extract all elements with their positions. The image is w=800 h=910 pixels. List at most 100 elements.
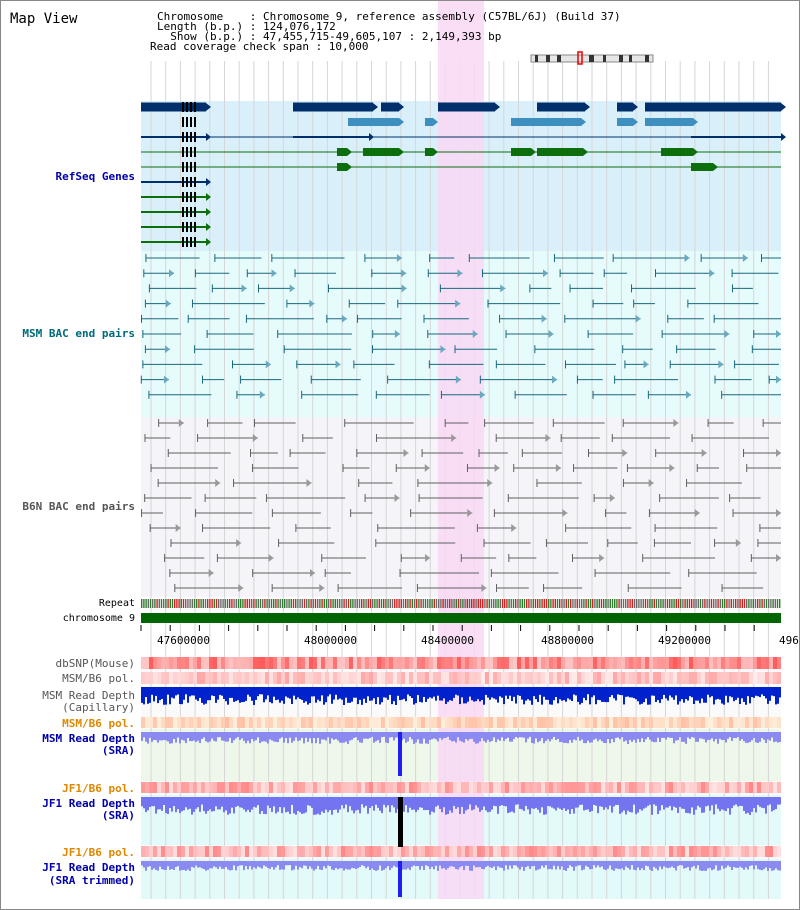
depth-bar [555, 797, 557, 811]
heat-cell [593, 717, 597, 728]
bac-end-marker [511, 524, 517, 532]
msm-b6-pol-sra-label[interactable]: MSM/B6 pol. [62, 717, 135, 730]
depth-bar [223, 861, 225, 869]
depth-bar [453, 861, 455, 867]
exon-tick [194, 237, 196, 247]
depth-bar [447, 732, 449, 737]
depth-bar [387, 687, 389, 700]
exon-tick [194, 102, 196, 112]
heat-cell [413, 782, 417, 793]
heat-cell [297, 657, 301, 669]
jf1-b6-pol-trimmed-label[interactable]: JF1/B6 pol. [62, 846, 135, 859]
depth-bar [301, 687, 303, 700]
jf1-depth-sra-label[interactable]: JF1 Read Depth [42, 797, 135, 810]
heat-cell [557, 657, 561, 669]
depth-bar [531, 861, 533, 867]
heat-cell [709, 782, 713, 793]
depth-bar [449, 732, 451, 740]
repeat-mark [570, 599, 572, 608]
heat-cell [641, 782, 645, 793]
depth-bar [617, 797, 619, 805]
heat-cell [273, 657, 277, 669]
repeat-mark [363, 599, 365, 608]
msm-depth-sra-label[interactable]: MSM Read Depth [42, 732, 135, 745]
heat-cell [757, 657, 761, 669]
depth-bar [479, 687, 481, 702]
jf1-depth-trimmed-label[interactable]: JF1 Read Depth [42, 861, 135, 874]
depth-bar [333, 797, 335, 810]
heat-cell [493, 846, 497, 857]
heat-cell [581, 657, 585, 669]
b6n-bac-label[interactable]: B6N BAC end pairs [22, 500, 135, 513]
depth-bar [305, 687, 307, 702]
length-info: Length (b.p.) : 124,076,172 [157, 20, 336, 33]
repeat-mark [321, 599, 323, 608]
repeat-mark [407, 599, 409, 608]
heat-cell [601, 782, 605, 793]
depth-bar [163, 797, 165, 805]
depth-bar [353, 687, 355, 698]
refseq-genes-label[interactable]: RefSeq Genes [55, 170, 135, 183]
bac-end-marker [163, 375, 169, 384]
repeat-mark [715, 599, 717, 608]
repeat-mark [442, 599, 444, 608]
repeat-mark [354, 599, 356, 608]
depth-bar [143, 797, 145, 809]
heat-cell [565, 782, 569, 793]
depth-bar [629, 861, 631, 870]
depth-bar [389, 732, 391, 738]
depth-bar [701, 861, 703, 871]
depth-bar [533, 861, 535, 867]
bac-end-marker [622, 449, 628, 457]
depth-bar [489, 687, 491, 700]
depth-bar [579, 732, 581, 741]
depth-bar [727, 732, 729, 739]
msm-bac-label[interactable]: MSM BAC end pairs [22, 327, 135, 340]
heat-cell [669, 672, 673, 684]
repeat-mark [317, 599, 319, 608]
heat-cell [441, 672, 445, 684]
depth-bar [741, 797, 743, 806]
depth-bar [315, 861, 317, 870]
depth-bar [521, 732, 523, 738]
repeat-mark [141, 599, 143, 608]
depth-bar [543, 797, 545, 815]
heat-cell [633, 672, 637, 684]
heat-cell [777, 672, 781, 684]
dbsnp-label[interactable]: dbSNP(Mouse) [55, 657, 135, 670]
depth-bar [361, 732, 363, 743]
repeat-mark [493, 599, 495, 608]
depth-bar [671, 861, 673, 867]
depth-bar [341, 797, 343, 806]
depth-bar [403, 861, 405, 870]
depth-bar [617, 732, 619, 738]
repeat-mark [279, 599, 281, 608]
repeat-mark [620, 599, 622, 608]
depth-bar [733, 861, 735, 867]
depth-bar [157, 861, 159, 871]
heat-cell [761, 717, 765, 728]
depth-bar [197, 861, 199, 868]
gene-feature [645, 118, 693, 126]
gene-strand-arrow [581, 118, 586, 126]
depth-bar [367, 797, 369, 814]
heat-cell [337, 717, 341, 728]
depth-bar [445, 732, 447, 738]
jf1-b6-pol-label[interactable]: JF1/B6 pol. [62, 782, 135, 795]
heat-cell [385, 657, 389, 669]
repeat-mark [297, 599, 299, 608]
gene-strand-arrow [585, 103, 590, 111]
msm-depth-capillary-label[interactable]: MSM Read Depth [42, 689, 135, 702]
exon-tick [186, 207, 188, 217]
heat-cell [713, 657, 717, 669]
depth-bar [655, 797, 657, 806]
depth-bar [409, 732, 411, 737]
depth-bar [263, 687, 265, 703]
depth-bar [465, 861, 467, 866]
msm-b6-pol-label[interactable]: MSM/B6 pol. [62, 672, 135, 685]
depth-bar [261, 687, 263, 695]
axis-tick-label: 48800000 [541, 634, 594, 647]
bac-end-marker [271, 269, 277, 278]
exon-tick [190, 222, 192, 232]
